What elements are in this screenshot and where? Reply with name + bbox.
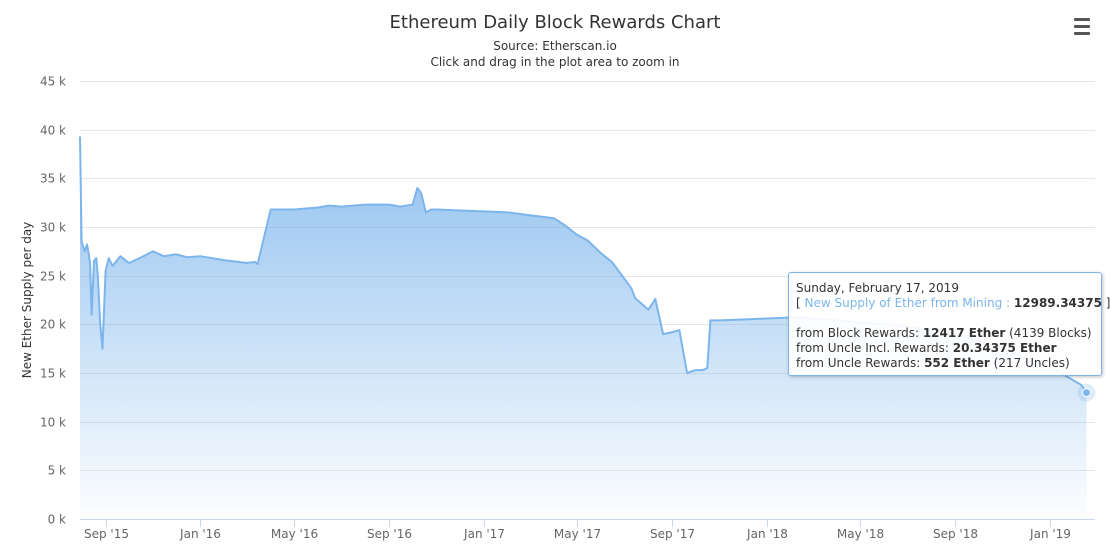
x-axis-labels: Sep '15 Jan '16 May '16 Sep '16 Jan '17 May '… bbox=[84, 519, 1071, 541]
tooltip-uncle-incl-rewards: from Uncle Incl. Rewards: 20.34375 Ether bbox=[796, 341, 1057, 355]
tooltip-bracket-open: [ bbox=[796, 296, 801, 310]
x-tick-label: Sep '16 bbox=[367, 527, 412, 541]
y-tick-label: 45 k bbox=[40, 75, 66, 89]
y-tick-label: 25 k bbox=[40, 270, 66, 284]
hamburger-menu-icon[interactable] bbox=[1070, 18, 1098, 40]
tooltip: Sunday, February 17, 2019 [ New Supply o… bbox=[788, 272, 1110, 376]
x-tick-label: Jan '18 bbox=[746, 527, 788, 541]
tooltip-date: Sunday, February 17, 2019 bbox=[796, 281, 959, 295]
tooltip-uncle-rewards: from Uncle Rewards: 552 Ether (217 Uncle… bbox=[796, 356, 1070, 370]
x-tick-label: Sep '15 bbox=[84, 527, 129, 541]
x-tick-label: Jan '17 bbox=[463, 527, 505, 541]
tooltip-bracket-close: ] bbox=[1105, 296, 1110, 310]
y-tick-label: 0 k bbox=[48, 513, 66, 527]
y-tick-label: 40 k bbox=[40, 124, 66, 138]
x-tick-label: Sep '17 bbox=[650, 527, 695, 541]
tooltip-uncle-suffix: (217 Uncles) bbox=[993, 356, 1070, 370]
tooltip-block-prefix: from Block Rewards: bbox=[796, 326, 919, 340]
x-tick-label: Jan '19 bbox=[1029, 527, 1071, 541]
hover-point[interactable] bbox=[1081, 388, 1091, 398]
y-tick-label: 5 k bbox=[48, 464, 66, 478]
y-tick-label: 35 k bbox=[40, 172, 66, 186]
tooltip-series-value: 12989.34375 bbox=[1013, 296, 1102, 310]
tooltip-uncle-incl-prefix: from Uncle Incl. Rewards: bbox=[796, 341, 949, 355]
tooltip-block-suffix: (4139 Blocks) bbox=[1009, 326, 1092, 340]
chart-title: Ethereum Daily Block Rewards Chart bbox=[389, 12, 721, 33]
chart-subtitle-zoom: Click and drag in the plot area to zoom … bbox=[430, 55, 680, 69]
tooltip-series-row: [ New Supply of Ether from Mining : 1298… bbox=[796, 296, 1110, 310]
x-tick-label: May '18 bbox=[837, 527, 884, 541]
tooltip-uncle-prefix: from Uncle Rewards: bbox=[796, 356, 921, 370]
x-tick-label: May '17 bbox=[554, 527, 601, 541]
chart-subtitle-source: Source: Etherscan.io bbox=[493, 39, 617, 53]
x-tick-label: Sep '18 bbox=[933, 527, 978, 541]
tooltip-block-value: 12417 Ether bbox=[922, 326, 1006, 340]
tooltip-series-label: New Supply of Ether from Mining : bbox=[804, 296, 1011, 310]
y-axis-title: New Ether Supply per day bbox=[20, 222, 34, 379]
y-tick-label: 15 k bbox=[40, 367, 66, 381]
tooltip-uncle-incl-value: 20.34375 Ether bbox=[952, 341, 1057, 355]
tooltip-uncle-value: 552 Ether bbox=[924, 356, 990, 370]
x-tick-label: Jan '16 bbox=[179, 527, 221, 541]
y-tick-label: 20 k bbox=[40, 318, 66, 332]
x-tick-label: May '16 bbox=[271, 527, 318, 541]
tooltip-block-rewards: from Block Rewards: 12417 Ether (4139 Bl… bbox=[796, 326, 1092, 340]
y-tick-label: 30 k bbox=[40, 221, 66, 235]
series-area bbox=[80, 136, 1087, 519]
y-tick-label: 10 k bbox=[40, 416, 66, 430]
y-axis-labels: 0 k 5 k 10 k 15 k 20 k 25 k 30 k 35 k 40 k 45 k bbox=[40, 75, 66, 527]
